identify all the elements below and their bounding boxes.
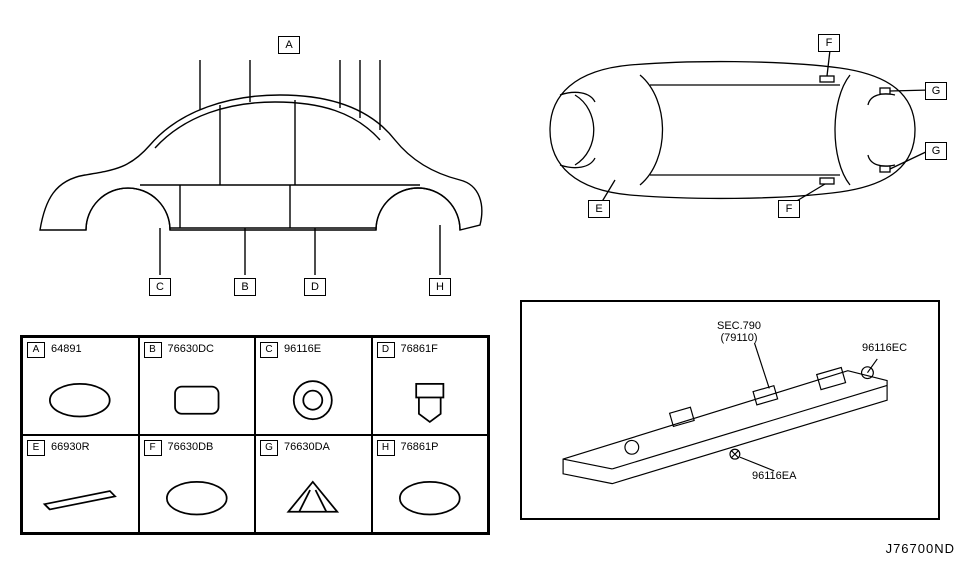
car-side-svg xyxy=(20,30,500,310)
part-illustration xyxy=(140,366,255,434)
part-cell: G 76630DA xyxy=(255,435,372,533)
callout-A: A xyxy=(278,36,300,54)
part-cell: F 76630DB xyxy=(139,435,256,533)
callout-G-upper: G xyxy=(925,82,947,100)
callout-F-top: F xyxy=(818,34,840,52)
part-letter: C xyxy=(260,342,278,358)
callout-D: D xyxy=(304,278,326,296)
section-ref-text: SEC.790 xyxy=(717,320,761,332)
part-code: 76630DB xyxy=(168,441,214,453)
part-letter: D xyxy=(377,342,395,358)
part-cell: D 76861F xyxy=(372,337,489,435)
callout-B: B xyxy=(234,278,256,296)
callout-C: C xyxy=(149,278,171,296)
part-illustration xyxy=(256,366,371,434)
part-letter: F xyxy=(144,440,162,456)
part-illustration xyxy=(140,464,255,532)
part-letter: H xyxy=(377,440,395,456)
part-illustration xyxy=(23,464,138,532)
parts-grid: A64891 B76630DC C96116E D76861F E66930R … xyxy=(20,335,490,535)
part-cell: H 76861P xyxy=(372,435,489,533)
part-letter: G xyxy=(260,440,278,456)
detail-label-96116EA: 96116EA xyxy=(752,470,796,482)
detail-panel: SEC.790 (79110) 96116EC 96116EA xyxy=(520,300,940,520)
part-letter: E xyxy=(27,440,45,456)
part-cell: B 76630DC xyxy=(139,337,256,435)
part-code: 76630DC xyxy=(168,343,214,355)
callout-H: H xyxy=(429,278,451,296)
part-illustration xyxy=(373,366,488,434)
section-sub-text: (79110) xyxy=(720,332,757,344)
callout-G-lower: G xyxy=(925,142,947,160)
part-illustration xyxy=(23,366,138,434)
part-illustration xyxy=(373,464,488,532)
car-top-svg xyxy=(520,40,950,220)
part-code: 66930R xyxy=(51,441,90,453)
part-code: 76861F xyxy=(401,343,438,355)
part-code: 76630DA xyxy=(284,441,330,453)
part-code: 76861P xyxy=(401,441,439,453)
part-letter: B xyxy=(144,342,162,358)
callout-F-bottom: F xyxy=(778,200,800,218)
diagram-stage: A C B D H xyxy=(0,0,975,566)
part-code: 64891 xyxy=(51,343,82,355)
part-code: 96116E xyxy=(284,343,321,355)
car-side-view: A C B D H xyxy=(20,30,500,310)
detail-section-ref: SEC.790 (79110) xyxy=(717,320,761,344)
callout-E: E xyxy=(588,200,610,218)
figure-id: J76700ND xyxy=(886,541,955,556)
part-cell: C 96116E xyxy=(255,337,372,435)
part-cell: A 64891 xyxy=(22,337,139,435)
detail-label-96116EC: 96116EC xyxy=(862,342,907,354)
part-letter: A xyxy=(27,342,45,358)
part-illustration xyxy=(256,464,371,532)
car-top-view: E F F G G xyxy=(520,40,950,220)
part-cell: E 66930R xyxy=(22,435,139,533)
